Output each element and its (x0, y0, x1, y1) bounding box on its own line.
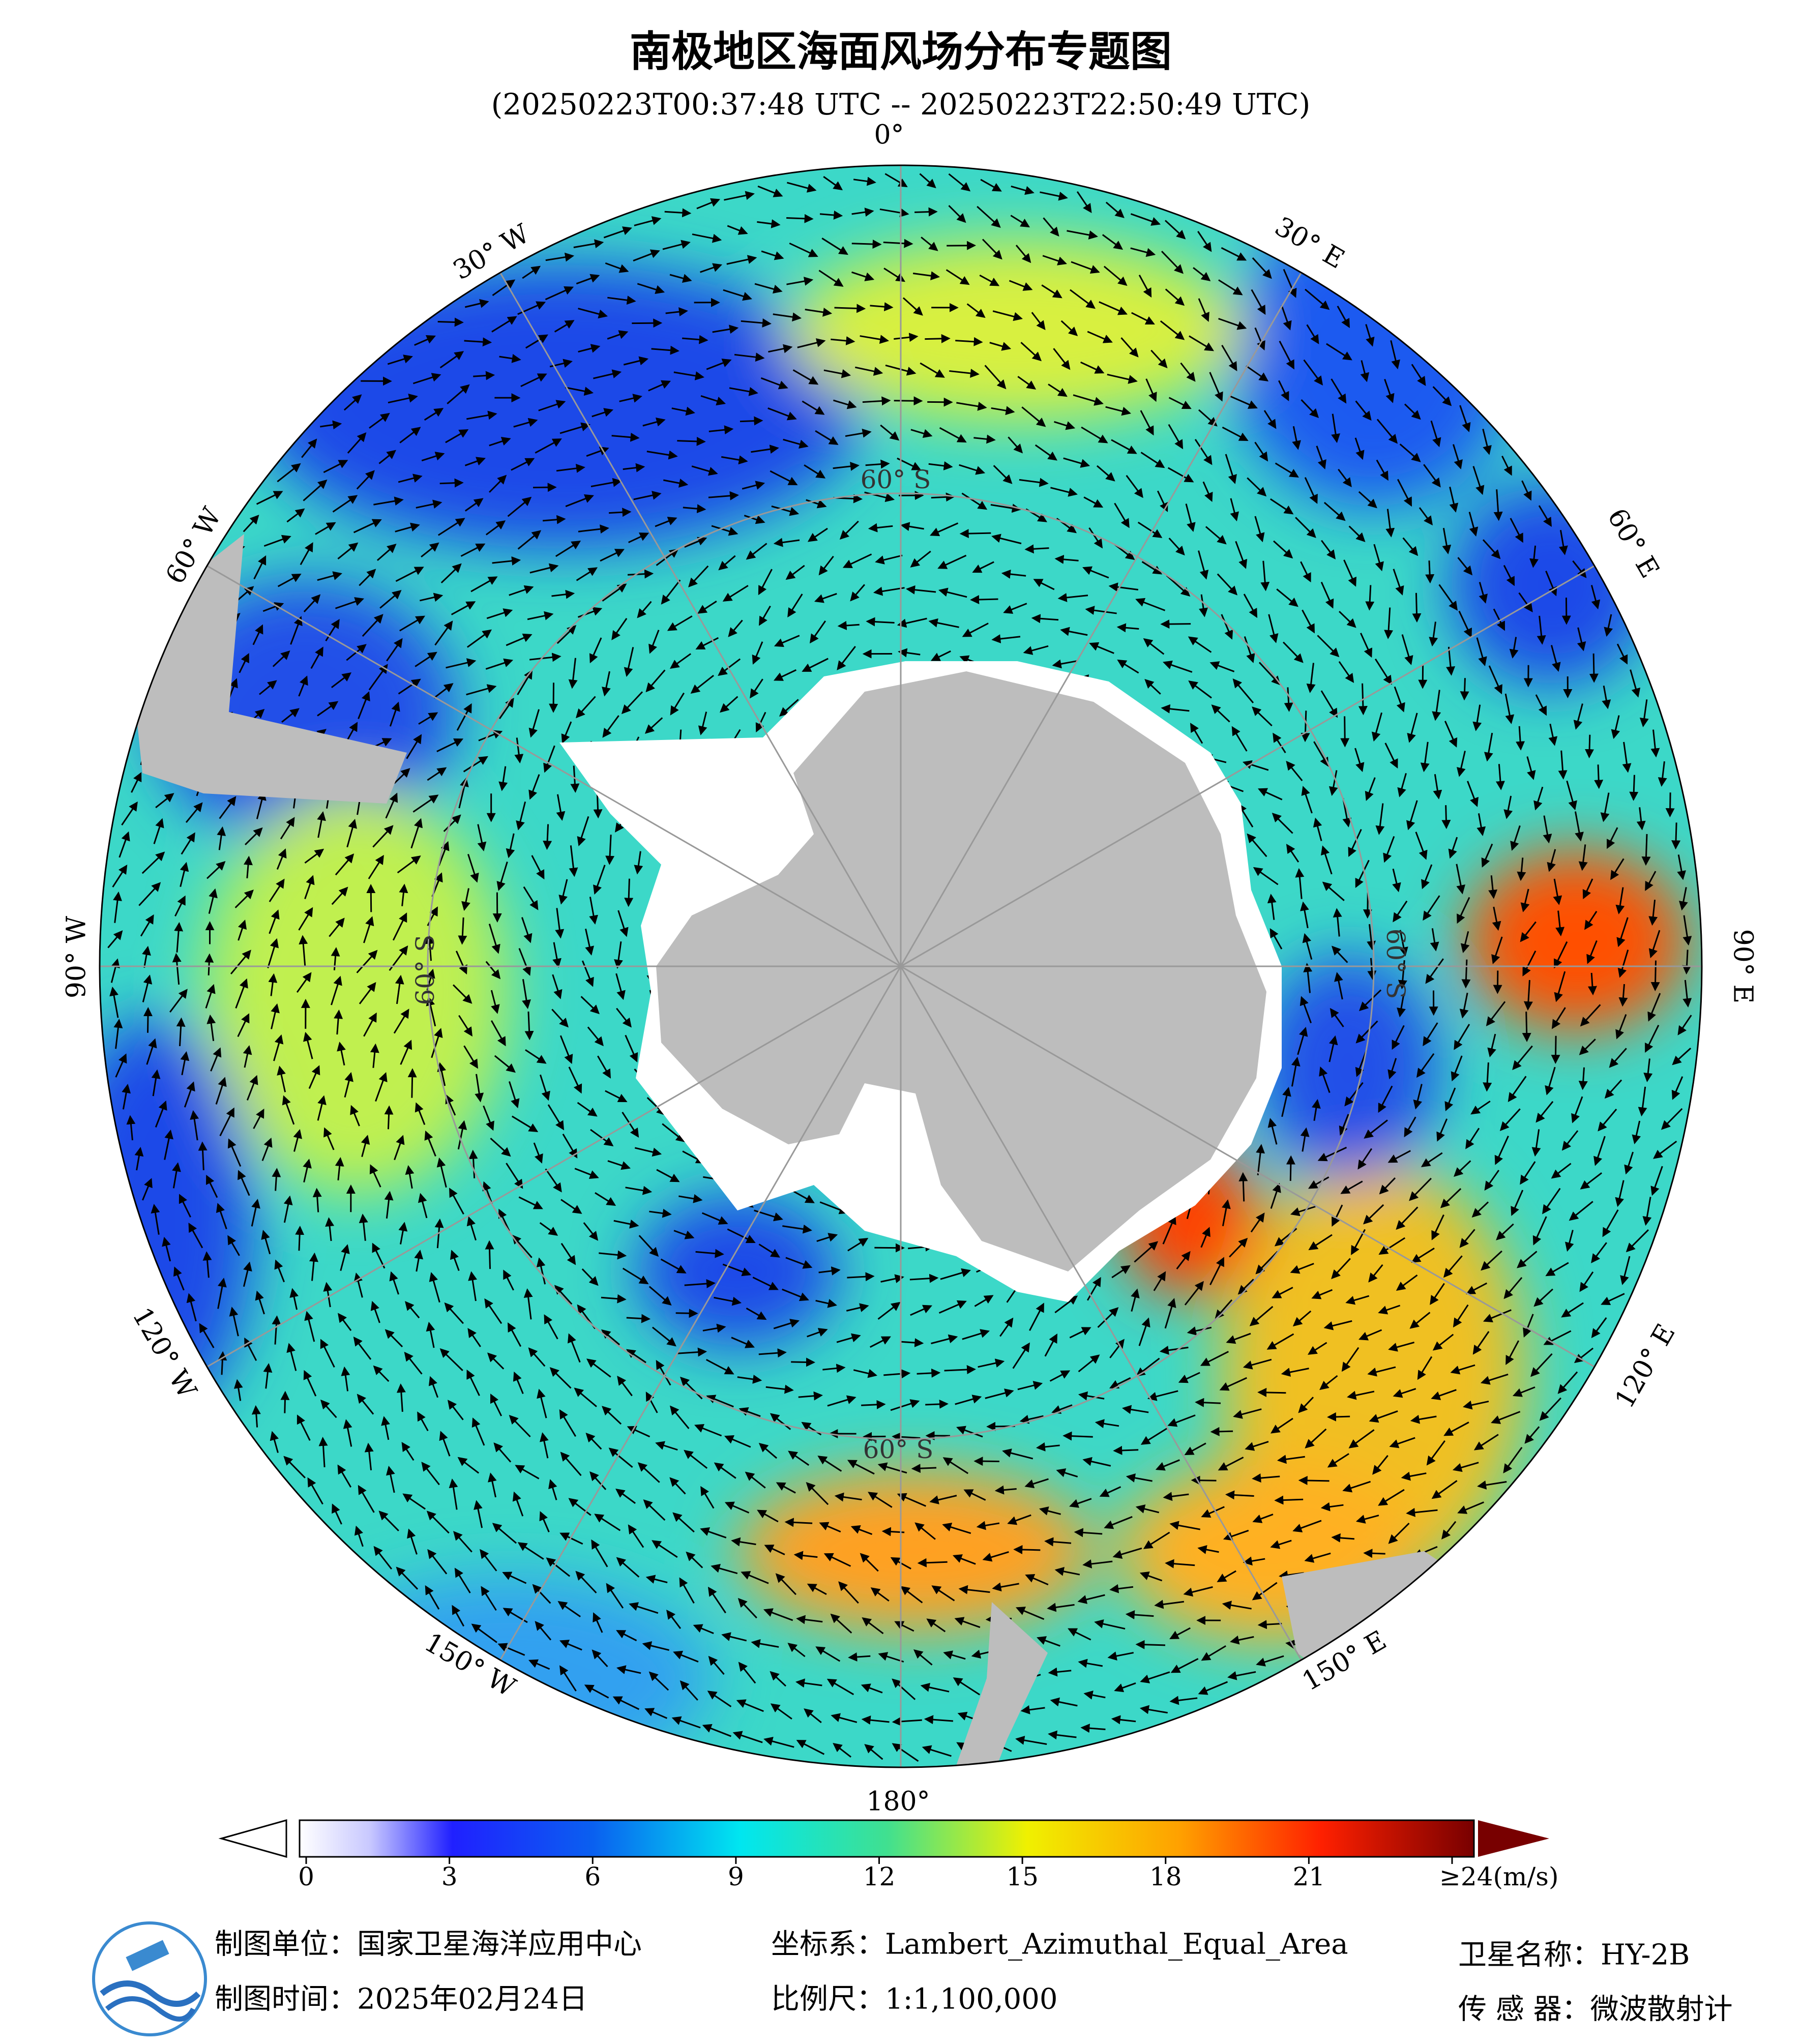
wind-arrow (925, 1404, 947, 1405)
wind-arrow (1243, 1174, 1244, 1202)
wind-arrow (440, 483, 462, 484)
longitude-label: 180° (866, 1787, 930, 1817)
longitude-label: 60° E (1601, 503, 1665, 583)
longitude-label: 120° E (1609, 1319, 1681, 1413)
wind-field (51, 165, 1702, 1805)
wind-arrow (971, 599, 998, 600)
wind-arrow (1212, 1431, 1233, 1432)
map-scale: 比例尺：1:1,100,000 (771, 1983, 1058, 2016)
wind-arrow (786, 218, 812, 219)
wind-arrow (209, 955, 210, 975)
wind-arrow (961, 533, 991, 534)
wind-arrow (1162, 624, 1191, 625)
wind-arrow (1589, 735, 1590, 757)
colorbar-ticks: 0 3 6 9 12 15 18 21 ≥24(m/s) (298, 1857, 1558, 1891)
wind-arrow (1464, 678, 1465, 699)
wind-arrow (861, 1404, 884, 1405)
wind-arrow (1598, 764, 1599, 787)
wind-arrow (1137, 1644, 1165, 1645)
wind-arrow (388, 1107, 389, 1129)
satellite: 卫星名称：HY-2B (1458, 1939, 1690, 1972)
wind-arrow (1634, 775, 1635, 799)
colorbar-tick-label: 21 (1293, 1862, 1325, 1891)
wind-arrow (533, 487, 555, 488)
wind-arrow (1526, 1012, 1527, 1041)
colorbar-tick-label: 15 (1006, 1862, 1039, 1891)
producer: 制图单位：国家卫星海洋应用中心 (215, 1928, 642, 1961)
colorbar-bar (300, 1820, 1474, 1857)
colorbar-max-arrow (1478, 1820, 1549, 1857)
wind-arrow (1300, 1480, 1330, 1481)
longitude-label: 90° W (62, 915, 92, 998)
wind-arrow (147, 1009, 148, 1033)
wind-arrow (919, 1562, 948, 1563)
wind-arrow (913, 1468, 936, 1469)
wind-arrow (1114, 1450, 1138, 1451)
production-date: 制图时间：2025年02月24日 (215, 1983, 587, 2016)
wind-arrow (1290, 1157, 1291, 1181)
wind-arrow (547, 824, 548, 849)
wind-arrow (835, 308, 865, 309)
wind-arrow (1676, 822, 1677, 848)
colorbar-tick-label: 18 (1149, 1862, 1182, 1891)
wind-arrow (852, 244, 880, 245)
colorbar-tick-label: 12 (863, 1862, 896, 1891)
wind-arrow (1328, 1416, 1350, 1417)
sensor: 传 感 器：微波散射计 (1458, 1993, 1733, 2026)
wind-arrow (222, 1353, 223, 1375)
wind-arrow (1646, 834, 1647, 864)
subtitle: (20250223T00:37:48 UTC -- 20250223T22:50… (491, 87, 1311, 122)
wind-arrow (676, 1313, 697, 1314)
wind-arrow (677, 441, 704, 442)
logo (94, 1923, 205, 2035)
wind-arrow (1555, 1036, 1556, 1062)
latitude-label: 60° S (861, 465, 931, 494)
wind-arrow (1429, 560, 1430, 582)
colorbar-tick-label: ≥24(m/s) (1439, 1862, 1558, 1891)
wind-arrow (740, 421, 762, 422)
colorbar-min-arrow (221, 1820, 286, 1857)
wind-arrow (975, 1461, 999, 1462)
wind-arrow (1593, 654, 1594, 682)
colorbar-tick-label: 3 (441, 1862, 458, 1891)
colorbar (221, 1820, 1549, 1857)
wind-arrow (1196, 1402, 1221, 1403)
coordinate-system: 坐标系：Lambert_Azimuthal_Equal_Area (771, 1928, 1348, 1961)
longitude-label: 0° (874, 120, 904, 151)
wind-arrow (1305, 710, 1306, 740)
title: 南极地区海面风场分布专题图 (630, 27, 1172, 76)
colorbar-tick-label: 9 (728, 1862, 744, 1891)
longitude-label: 90° E (1728, 929, 1758, 1004)
colorbar-tick-label: 0 (298, 1862, 314, 1891)
latitude-label: 60° S (410, 935, 440, 1005)
latitude-label: 60° S (1381, 929, 1410, 999)
wind-arrow (299, 1227, 300, 1251)
latitude-label: 60° S (863, 1435, 934, 1464)
wind-arrow (1655, 961, 1656, 990)
wind-arrow (1466, 960, 1467, 987)
wind-arrow (931, 497, 954, 498)
wind-arrow (629, 879, 630, 906)
wind-arrow (489, 1242, 490, 1269)
wind-arrow (1276, 1499, 1303, 1500)
colorbar-tick-label: 6 (584, 1862, 601, 1891)
wind-arrow (1365, 1553, 1385, 1554)
